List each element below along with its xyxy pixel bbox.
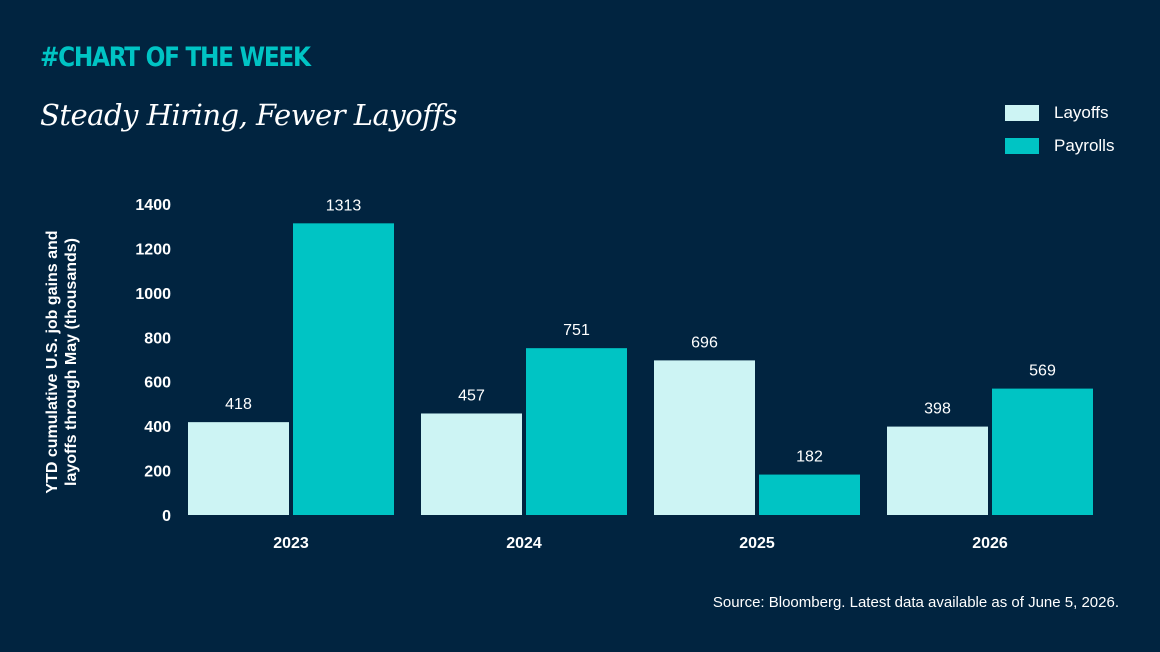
y-tick-label: 0 [162, 508, 171, 525]
data-label-layoffs-2024: 457 [458, 387, 485, 404]
legend: Layoffs Payrolls [1005, 96, 1114, 162]
data-label-layoffs-2023: 418 [225, 396, 252, 413]
data-label-payrolls-2024: 751 [563, 322, 590, 339]
legend-item-layoffs: Layoffs [1005, 96, 1114, 129]
source-note: Source: Bloomberg. Latest data available… [712, 594, 1119, 611]
y-tick-label: 600 [144, 375, 171, 392]
chart-of-the-week-tag: #CHART OF THE WEEK [40, 42, 311, 73]
legend-label-layoffs: Layoffs [1054, 102, 1109, 122]
bar-payrolls-2026 [992, 388, 1093, 515]
y-tick-label: 800 [144, 330, 171, 347]
x-tick-label: 2023 [273, 535, 309, 552]
bar-layoffs-2025 [654, 360, 755, 515]
bar-payrolls-2024 [526, 348, 627, 515]
legend-swatch-layoffs [1005, 104, 1039, 121]
x-tick-label: 2026 [972, 535, 1008, 552]
y-tick-label: 400 [144, 419, 171, 436]
bar-layoffs-2024 [421, 413, 522, 515]
bar-layoffs-2023 [188, 422, 289, 515]
data-label-layoffs-2026: 398 [924, 401, 951, 418]
legend-label-payrolls: Payrolls [1054, 135, 1115, 155]
y-tick-label: 200 [144, 464, 171, 481]
legend-item-payrolls: Payrolls [1005, 129, 1114, 162]
bar-payrolls-2025 [759, 474, 860, 515]
y-tick-label: 1200 [135, 241, 171, 258]
data-label-payrolls-2023: 1313 [326, 197, 362, 214]
y-tick-label: 1000 [135, 286, 171, 303]
legend-swatch-payrolls [1005, 137, 1039, 154]
bar-payrolls-2023 [293, 223, 394, 516]
y-tick-label: 1400 [135, 197, 171, 214]
x-tick-label: 2025 [739, 535, 775, 552]
bar-layoffs-2026 [887, 426, 988, 515]
data-label-layoffs-2025: 696 [691, 334, 718, 351]
data-label-payrolls-2026: 569 [1029, 363, 1056, 380]
data-label-payrolls-2025: 182 [796, 449, 823, 466]
x-tick-label: 2024 [506, 535, 542, 552]
chart-title: Steady Hiring, Fewer Layoffs [40, 98, 458, 132]
